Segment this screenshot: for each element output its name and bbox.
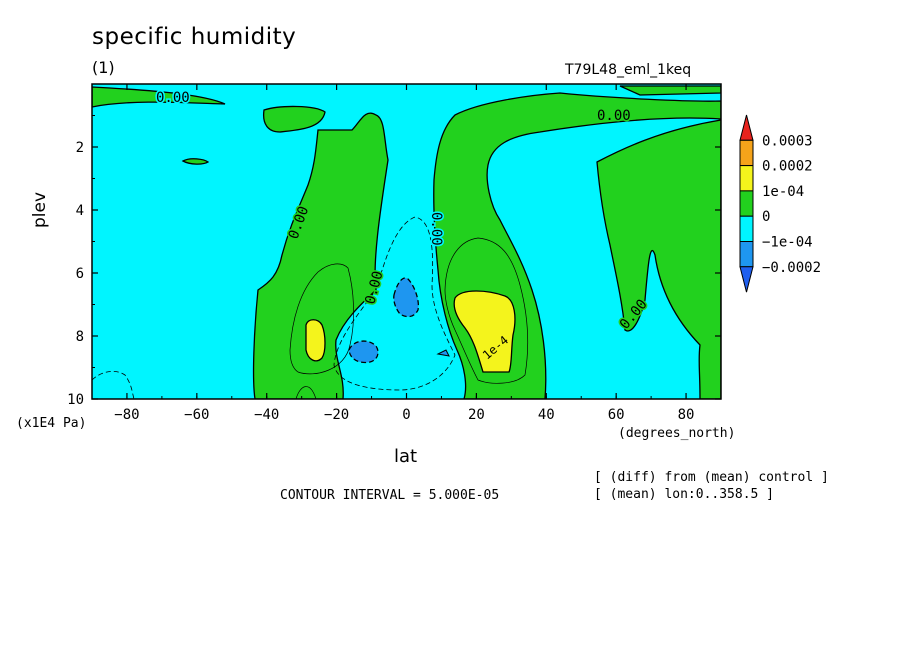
x-tick-label: −40 <box>254 407 279 423</box>
y-tick-label: 2 <box>76 140 84 156</box>
x-axis-label: lat <box>394 446 418 467</box>
y-axis-unit: (x1E4 Pa) <box>16 416 87 431</box>
contour-line-negative <box>92 370 135 399</box>
contour-line <box>444 237 529 384</box>
colorbar-label: 1e-04 <box>762 184 804 200</box>
contour-label: 0.00 <box>156 90 190 106</box>
colorbar-swatch <box>739 266 754 293</box>
colorbar-swatch <box>739 139 754 167</box>
colorbar-swatch <box>739 215 754 242</box>
contour-line <box>289 263 354 375</box>
blue-region <box>393 277 420 318</box>
y-tick-label: 10 <box>67 392 84 408</box>
run-name: T79L48_eml_1keq <box>565 62 692 78</box>
green-region <box>92 85 721 108</box>
colorbar-label: −0.0002 <box>762 260 821 276</box>
x-tick-label: −80 <box>114 407 139 423</box>
contour-interval: CONTOUR INTERVAL = 5.000E-05 <box>280 488 500 503</box>
colorbar-swatch <box>739 190 754 217</box>
contour-line <box>295 386 317 399</box>
blue-region <box>436 349 450 357</box>
colorbar-label: 0.0003 <box>762 133 813 149</box>
x-tick-label: −60 <box>184 407 209 423</box>
green-region <box>181 158 210 165</box>
contour-line-negative <box>333 216 456 391</box>
y-tick-label: 8 <box>76 329 84 345</box>
colorbar: 0.0003 0.0002 1e-04 0 −1e-04 −0.0002 <box>739 114 821 293</box>
axes: −80 −60 −40 −20 0 20 40 60 80 2 4 6 8 10 <box>67 84 722 423</box>
x-tick-label: 20 <box>468 407 485 423</box>
note-diff: [ (diff) from (mean) control ] <box>594 470 829 485</box>
colorbar-swatch <box>739 114 754 141</box>
colorbar-label: 0 <box>762 209 770 225</box>
x-tick-label: 80 <box>678 407 695 423</box>
green-region <box>596 119 721 399</box>
x-tick-label: 0 <box>402 407 410 423</box>
chart-title: specific humidity <box>92 24 297 50</box>
x-tick-label: −20 <box>324 407 349 423</box>
x-tick-label: 40 <box>538 407 555 423</box>
colorbar-swatch <box>739 165 754 192</box>
contour-label: 0.00 <box>428 212 444 246</box>
panel-label: (1) <box>92 58 115 77</box>
contour-field <box>92 84 721 399</box>
y-tick-label: 6 <box>76 266 84 282</box>
x-tick-label: 60 <box>608 407 625 423</box>
green-region <box>262 105 326 133</box>
green-region <box>252 112 389 399</box>
note-mean: [ (mean) lon:0..358.5 ] <box>594 487 775 502</box>
blue-region <box>348 340 379 364</box>
y-tick-label: 4 <box>76 203 84 219</box>
contour-label: 0.00 <box>597 108 631 124</box>
yellow-region <box>453 290 516 373</box>
colorbar-swatch <box>739 241 754 268</box>
yellow-region <box>305 319 326 362</box>
x-axis-unit: (degrees_north) <box>618 426 736 441</box>
colorbar-label: −1e-04 <box>762 235 813 251</box>
colorbar-label: 0.0002 <box>762 159 813 175</box>
